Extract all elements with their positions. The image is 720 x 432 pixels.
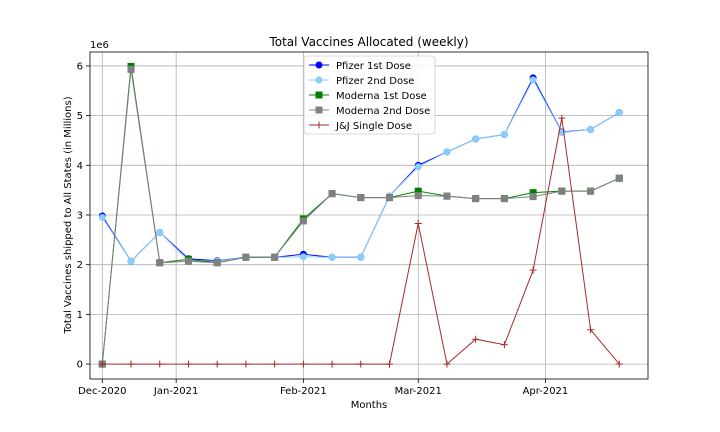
series-group [98, 62, 623, 368]
data-point [558, 114, 566, 122]
data-point [127, 257, 135, 265]
data-point [472, 195, 480, 203]
data-point [615, 360, 623, 368]
data-point [184, 360, 192, 368]
data-point [184, 257, 192, 265]
data-point [299, 253, 307, 261]
data-point [615, 174, 623, 182]
data-point [529, 189, 537, 197]
legend-label: J&J Single Dose [335, 121, 412, 132]
data-point [213, 259, 221, 267]
data-point [587, 326, 595, 334]
legend-marker [315, 61, 323, 69]
y-tick-label: 4 [77, 161, 83, 172]
data-point [98, 360, 106, 368]
data-point [414, 219, 422, 227]
legend-box [303, 55, 436, 135]
legend: Pfizer 1st Dose Pfizer 2nd Dose Moderna … [303, 55, 436, 135]
data-point [127, 65, 135, 73]
series-moderna-2nd-dose [98, 65, 623, 368]
x-tick-label: Apr-2021 [523, 386, 569, 397]
x-tick-label: Feb-2021 [280, 386, 327, 397]
data-point [414, 187, 422, 195]
y-tick-label: 6 [77, 61, 83, 72]
data-point [443, 148, 451, 156]
legend-label: Moderna 2nd Dose [336, 106, 430, 117]
x-axis-ticks: Dec-2020 Jan-2021 Feb-2021 Mar-2021 Apr-2021 [78, 379, 568, 397]
legend-label: Pfizer 2nd Dose [336, 76, 414, 87]
data-point [357, 194, 365, 202]
data-point [98, 213, 106, 221]
data-point [500, 195, 508, 203]
data-point [242, 253, 250, 261]
data-point [271, 253, 279, 261]
x-axis-title: Months [351, 400, 388, 411]
data-point [328, 190, 336, 198]
plot-frame [89, 51, 649, 380]
data-point [213, 360, 221, 368]
legend-item-pfizer-1st: Pfizer 1st Dose [309, 61, 411, 72]
x-tick-label: Dec-2020 [78, 386, 126, 397]
legend-marker [315, 106, 323, 114]
y-tick-label: 0 [77, 360, 83, 371]
series-j-j-single-dose [98, 114, 623, 368]
data-point [558, 187, 566, 195]
x-tick-label: Jan-2021 [153, 386, 198, 397]
data-point [414, 192, 422, 200]
data-point [472, 335, 480, 343]
data-point [615, 109, 623, 117]
data-point [500, 130, 508, 138]
data-point [587, 187, 595, 195]
data-point [529, 193, 537, 201]
y-tick-label: 5 [77, 111, 83, 122]
data-point [443, 192, 451, 200]
data-point [156, 259, 164, 267]
y-tick-label: 1 [77, 310, 83, 321]
data-point [242, 360, 250, 368]
legend-item-moderna-2nd: Moderna 2nd Dose [309, 106, 430, 117]
data-point [127, 360, 135, 368]
legend-marker [315, 76, 323, 84]
data-point [357, 360, 365, 368]
data-point [529, 266, 537, 274]
data-point [299, 360, 307, 368]
y-axis-title: Total Vaccines shipped to All States (in… [63, 96, 74, 334]
y-tick-label: 2 [77, 260, 83, 271]
y-tick-label: 3 [77, 211, 83, 222]
y-axis-ticks: 0 1 2 3 4 5 6 [77, 61, 90, 371]
data-point [386, 360, 394, 368]
data-point [271, 360, 279, 368]
data-point [386, 194, 394, 202]
legend-label: Moderna 1st Dose [336, 91, 427, 102]
data-point [357, 253, 365, 261]
data-point [414, 163, 422, 171]
data-point [529, 76, 537, 84]
data-point [156, 360, 164, 368]
chart-title: Total Vaccines Allocated (weekly) [268, 35, 468, 49]
data-point [328, 360, 336, 368]
legend-marker [315, 91, 323, 99]
data-point [443, 360, 451, 368]
data-point [299, 217, 307, 225]
data-point [500, 341, 508, 349]
data-point [472, 135, 480, 143]
legend-label: Pfizer 1st Dose [336, 61, 411, 72]
data-point [587, 126, 595, 134]
legend-item-jj-single: J&J Single Dose [309, 121, 412, 132]
x-tick-label: Mar-2021 [395, 386, 442, 397]
data-point [328, 253, 336, 261]
legend-item-pfizer-2nd: Pfizer 2nd Dose [309, 76, 414, 87]
legend-marker [315, 121, 323, 129]
data-point [156, 228, 164, 236]
legend-item-moderna-1st: Moderna 1st Dose [309, 91, 427, 102]
y-offset-text: 1e6 [90, 40, 109, 51]
